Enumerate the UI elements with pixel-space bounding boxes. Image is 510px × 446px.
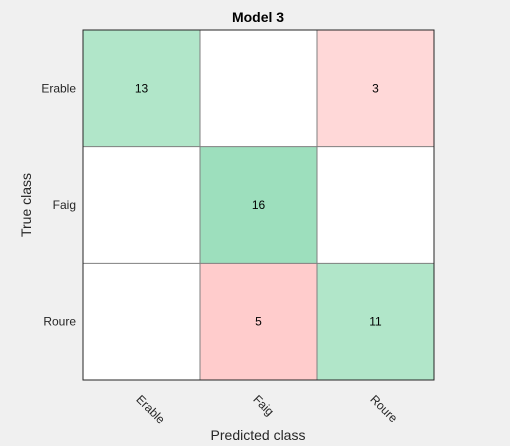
cell-count-label: 16 — [252, 198, 266, 212]
matrix-cell — [200, 263, 317, 380]
matrix-grid — [82, 29, 435, 381]
y-tick-label: Faig — [53, 198, 76, 212]
matrix-cell — [200, 30, 317, 147]
cell-count-label: 13 — [135, 81, 149, 95]
axes-frame — [82, 29, 435, 381]
matrix-cell — [83, 146, 200, 264]
y-tick-label: Erable — [41, 81, 76, 95]
y-tick-labels: Erable Faig Roure — [41, 81, 76, 328]
cell-count-label: 3 — [372, 81, 379, 95]
matrix-cell — [317, 263, 434, 380]
y-tick-label: Roure — [43, 315, 76, 329]
cell-count-label: 11 — [369, 315, 382, 329]
cell-count-label: 5 — [255, 315, 262, 329]
y-axis-label: True class — [18, 173, 34, 237]
matrix-cells: 13 3 16 5 11 — [83, 30, 434, 380]
x-axis-label: Predicted class — [211, 427, 306, 443]
matrix-cell — [317, 30, 434, 147]
matrix-cell — [83, 30, 200, 147]
matrix-cell — [200, 146, 317, 264]
matrix-cell — [317, 146, 434, 264]
chart-title: Model 3 — [232, 9, 284, 25]
matrix-cell — [83, 263, 200, 380]
